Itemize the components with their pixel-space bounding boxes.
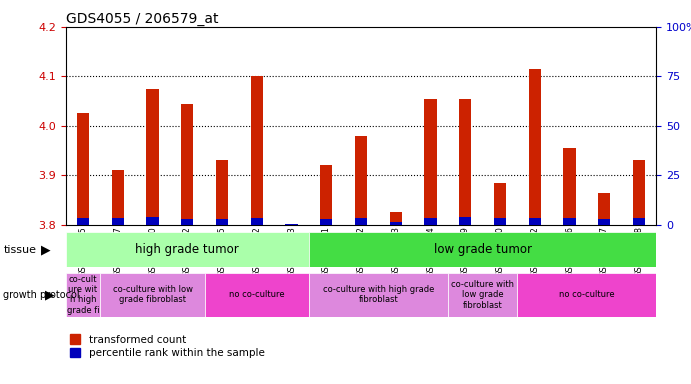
Text: no co-culture: no co-culture — [559, 290, 615, 299]
Bar — [216, 219, 228, 225]
Text: growth protocol: growth protocol — [3, 290, 80, 300]
Bar — [563, 218, 576, 225]
Bar — [77, 218, 89, 225]
Text: high grade tumor: high grade tumor — [135, 243, 239, 256]
Bar — [66, 232, 309, 267]
Bar — [355, 136, 367, 225]
Bar — [251, 218, 263, 225]
Bar — [285, 223, 298, 225]
Bar — [529, 69, 541, 225]
Bar — [112, 218, 124, 225]
Bar — [66, 273, 100, 317]
Bar — [633, 161, 645, 225]
Bar — [320, 166, 332, 225]
Bar — [424, 99, 437, 225]
Bar — [494, 183, 506, 225]
Bar — [100, 273, 205, 317]
Bar — [309, 273, 448, 317]
Text: no co-culture: no co-culture — [229, 290, 285, 299]
Bar — [355, 218, 367, 225]
Bar — [633, 218, 645, 225]
Text: tissue: tissue — [3, 245, 37, 255]
Bar — [518, 273, 656, 317]
Bar — [448, 273, 518, 317]
Text: GDS4055 / 206579_at: GDS4055 / 206579_at — [66, 12, 218, 26]
Bar — [77, 113, 89, 225]
Bar — [146, 217, 159, 225]
Legend: transformed count, percentile rank within the sample: transformed count, percentile rank withi… — [66, 330, 269, 362]
Bar — [563, 148, 576, 225]
Text: co-culture with high grade
fibroblast: co-culture with high grade fibroblast — [323, 285, 434, 305]
Text: ▶: ▶ — [41, 243, 51, 256]
Bar — [251, 76, 263, 225]
Text: co-cult
ure wit
h high
grade fi: co-cult ure wit h high grade fi — [67, 275, 100, 315]
Bar — [181, 219, 193, 225]
Text: ▶: ▶ — [45, 288, 55, 301]
Bar — [460, 217, 471, 225]
Text: low grade tumor: low grade tumor — [434, 243, 531, 256]
Bar — [494, 218, 506, 225]
Bar — [598, 219, 610, 225]
Bar — [205, 273, 309, 317]
Text: co-culture with
low grade
fibroblast: co-culture with low grade fibroblast — [451, 280, 514, 310]
Bar — [390, 212, 402, 225]
Bar — [460, 99, 471, 225]
Text: co-culture with low
grade fibroblast: co-culture with low grade fibroblast — [113, 285, 193, 305]
Bar — [424, 218, 437, 225]
Bar — [320, 219, 332, 225]
Bar — [309, 232, 656, 267]
Bar — [285, 224, 298, 225]
Bar — [181, 104, 193, 225]
Bar — [529, 218, 541, 225]
Bar — [146, 89, 159, 225]
Bar — [598, 192, 610, 225]
Bar — [390, 222, 402, 225]
Bar — [112, 170, 124, 225]
Bar — [216, 161, 228, 225]
